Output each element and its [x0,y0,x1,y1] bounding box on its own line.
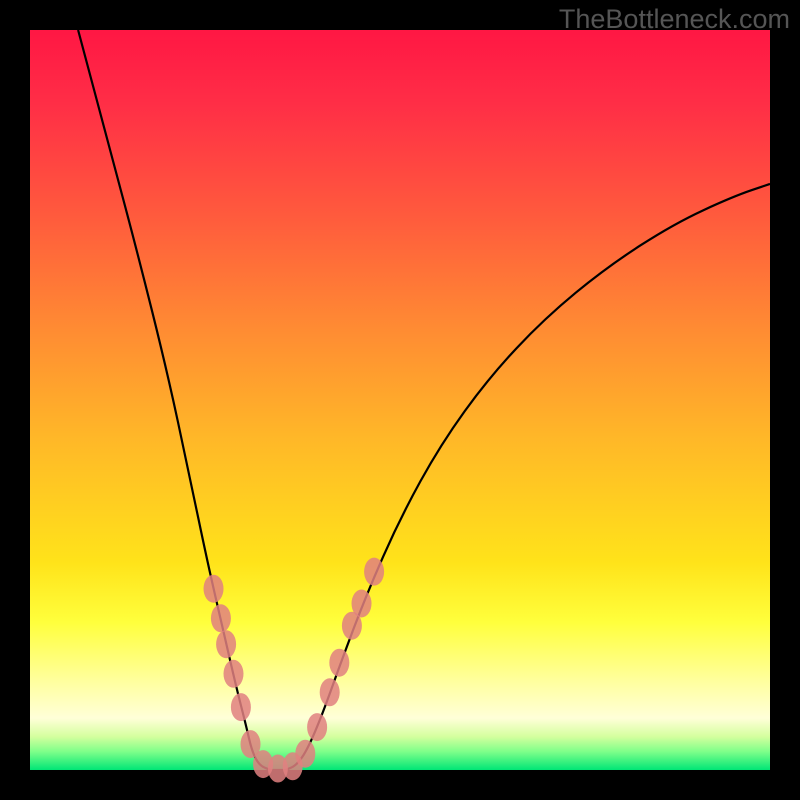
chart-frame: TheBottleneck.com [0,0,800,800]
data-marker [364,558,384,586]
gradient-plot-area [30,30,770,770]
watermark-text: TheBottleneck.com [559,4,790,35]
data-marker [224,660,244,688]
data-marker [231,693,251,721]
data-marker [295,740,315,768]
data-marker [211,604,231,632]
bottleneck-chart [0,0,800,800]
data-marker [204,575,224,603]
data-marker [320,678,340,706]
data-marker [352,590,372,618]
data-marker [329,649,349,677]
data-marker [216,630,236,658]
data-marker [307,713,327,741]
